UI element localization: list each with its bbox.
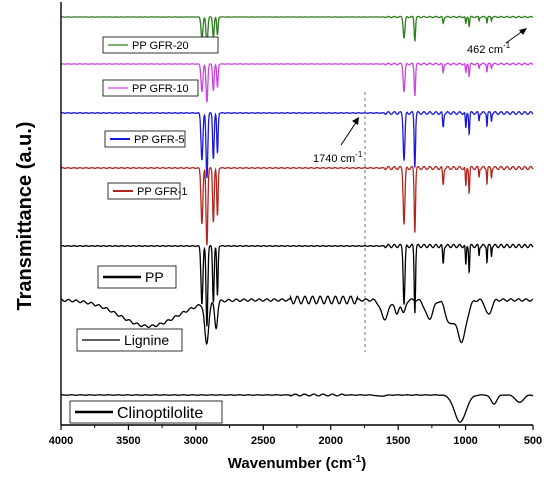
x-tick-label: 1000 <box>453 435 477 447</box>
legend-label: PP GFR-20 <box>132 40 189 52</box>
series-line-3 <box>60 165 534 246</box>
legend-label: Clinoptilolite <box>117 405 203 422</box>
x-tick-label: 4000 <box>49 435 73 447</box>
legend-boxes: PP GFR-20 PP GFR-10 PP GFR-5 PP GFR-1 PP Lign… <box>69 36 223 424</box>
annotation-1740: 1740 cm-1 <box>313 117 363 165</box>
annotation-462: 462 cm-1 <box>467 28 527 56</box>
x-tick-label: 1500 <box>386 435 410 447</box>
series-line-2 <box>60 111 534 179</box>
legend-item-1: PP GFR-10 <box>102 79 199 97</box>
x-axis-title: Wavenumber (cm-1) <box>228 454 366 472</box>
legend-label: PP GFR-5 <box>134 134 185 146</box>
curves-layer <box>60 15 534 423</box>
plot-frame <box>60 2 533 426</box>
legend-label: PP GFR-1 <box>137 186 188 198</box>
x-tick-label: 2500 <box>251 435 275 447</box>
legend-item-6: Clinoptilolite <box>69 400 223 424</box>
legend-item-5: Lignine <box>76 328 183 352</box>
series-line-4 <box>60 243 534 327</box>
legend-label: Lignine <box>124 332 169 348</box>
x-axis: 4000 3500 3000 2500 2000 1500 1000 500 <box>49 425 542 447</box>
x-tick-label: 3500 <box>116 435 140 447</box>
x-tick-label: 3000 <box>184 435 208 447</box>
series-line-0 <box>60 15 534 47</box>
svg-text:1740 cm-1: 1740 cm-1 <box>313 150 363 165</box>
legend-item-2: PP GFR-5 <box>104 130 186 148</box>
legend-label: PP GFR-10 <box>132 83 189 95</box>
legend-item-3: PP GFR-1 <box>107 182 188 200</box>
legend-item-4: PP <box>97 265 177 289</box>
svg-text:462 cm-1: 462 cm-1 <box>467 41 511 56</box>
x-tick-label: 2000 <box>318 435 342 447</box>
legend-label: PP <box>145 269 164 285</box>
y-axis-title: Transmittance (a.u.) <box>14 122 36 311</box>
series-line-1 <box>61 62 534 103</box>
legend-item-0: PP GFR-20 <box>102 36 219 54</box>
series-line-6 <box>61 393 534 423</box>
x-tick-label: 500 <box>524 435 542 447</box>
series-line-5 <box>60 294 534 345</box>
